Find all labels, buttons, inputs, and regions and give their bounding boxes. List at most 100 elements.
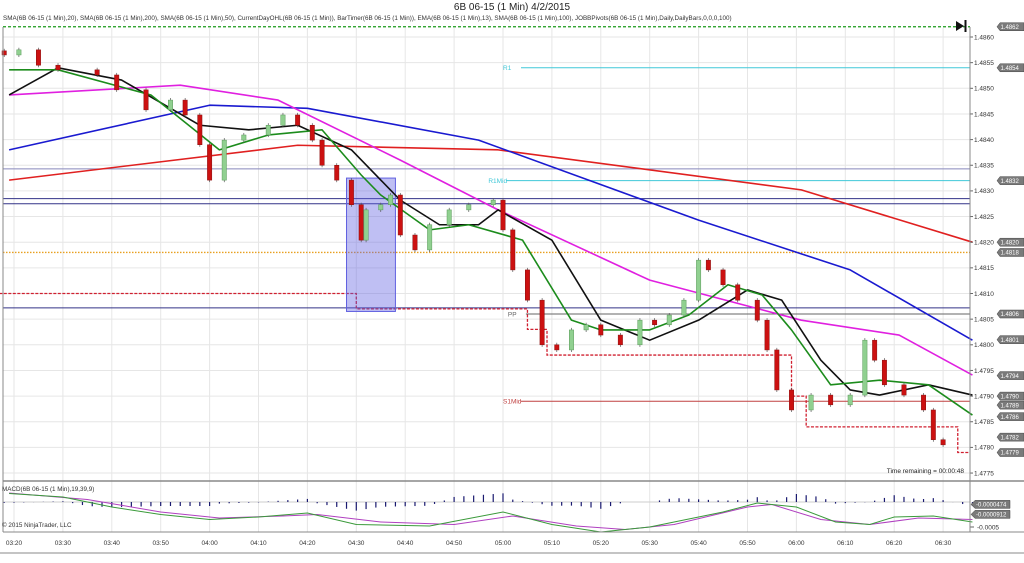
pivot-label: S1Mid (503, 399, 522, 406)
price-marker (996, 309, 1024, 319)
candle-body (348, 179, 354, 206)
candle-body (696, 259, 702, 301)
x-tick-label: 05:00 (495, 540, 512, 547)
y-tick-label: 1.4855 (974, 60, 994, 67)
candle-body (16, 49, 22, 56)
pivot-label: R1Mid (488, 178, 507, 185)
x-tick-label: 04:40 (397, 540, 414, 547)
candle-body (358, 204, 364, 241)
x-tick-label: 03:50 (153, 540, 170, 547)
y-tick-label: 1.4775 (974, 470, 994, 477)
y-tick-label: 1.4810 (974, 291, 994, 298)
y-tick-label: 1.4860 (974, 34, 994, 41)
macd-marker-label: -0.0000474 (976, 503, 1007, 509)
candles (1, 47, 946, 447)
price-marker-label: 1.4794 (1001, 374, 1020, 380)
price-marker-label: 1.4779 (1001, 451, 1020, 457)
y-tick-label: 1.4840 (974, 137, 994, 144)
price-marker (996, 335, 1024, 344)
candle-body (1, 50, 7, 56)
candle-body (637, 319, 643, 346)
candle-body (598, 324, 604, 336)
price-marker-label: 1.4789 (1001, 403, 1020, 409)
candle-body (847, 394, 853, 406)
price-marker-label: 1.4820 (1001, 240, 1020, 246)
price-marker (996, 22, 1024, 31)
candle-body (681, 299, 687, 316)
y-tick-label: 1.4850 (974, 86, 994, 93)
price-marker (996, 237, 1024, 247)
candle-body (388, 194, 393, 206)
price-marker (996, 432, 1024, 442)
price-marker-label: 1.4806 (1001, 312, 1020, 318)
price-marker-label: 1.4862 (1001, 25, 1020, 31)
candle-body (554, 344, 560, 351)
candle-body (510, 229, 516, 271)
candle-body (500, 199, 506, 231)
candle-body (265, 124, 271, 136)
price-marker (996, 176, 1024, 185)
candle-body (862, 339, 868, 396)
candle-body (143, 89, 149, 111)
macd-marker-label: -0.0000912 (976, 513, 1007, 519)
candle-body (295, 114, 301, 126)
y-tick-label: 1.4845 (974, 111, 994, 118)
series-line (8, 104, 973, 341)
macd-line (9, 493, 973, 533)
candle-body (363, 209, 369, 241)
candle-body (197, 114, 203, 145)
candle-body (754, 299, 760, 321)
macd-marker (970, 500, 1011, 509)
candle-body (666, 314, 672, 326)
y-tick-label: 1.4795 (974, 368, 994, 375)
candle-body (569, 329, 574, 351)
candle-body (182, 99, 188, 116)
candle-body (309, 124, 315, 141)
price-marker-label: 1.4818 (1001, 251, 1020, 257)
series-line (8, 66, 973, 396)
price-marker (996, 248, 1024, 257)
macd-marker (970, 510, 1011, 519)
candle-body (881, 359, 887, 386)
candle-body (930, 409, 936, 440)
x-tick-label: 04:50 (446, 540, 463, 547)
price-marker (996, 371, 1024, 380)
x-tick-label: 05:30 (642, 540, 659, 547)
candle-body (427, 224, 433, 251)
skip-to-end-icon (956, 20, 967, 32)
x-tick-label: 05:10 (544, 540, 561, 547)
x-tick-label: 04:10 (250, 540, 267, 547)
candle-body (525, 269, 530, 301)
price-marker (996, 400, 1024, 410)
candle-body (764, 319, 770, 351)
y-tick-label: 1.4790 (974, 393, 994, 400)
candle-body (808, 394, 814, 411)
candle-body (774, 349, 780, 391)
time-axis[interactable]: 03:20 03:30 03:40 03:50 04:00 04:10 04:20 04:30… (6, 540, 952, 547)
bar-timer: Time remaining = 00:00:48 (886, 468, 964, 475)
x-tick-label: 05:40 (690, 540, 707, 547)
candle-body (319, 139, 325, 166)
indicator-lines (8, 66, 973, 416)
candle-body (617, 334, 623, 346)
candle-body (872, 339, 878, 361)
y-tick-label: 1.4780 (974, 445, 994, 452)
candle-body (114, 74, 120, 91)
macd-panel: -0.0005 -0.0000474 -0.0000912 (3, 492, 1011, 533)
candle-body (789, 389, 794, 411)
candle-body (94, 69, 100, 76)
price-marker (996, 412, 1024, 421)
x-tick-label: 03:30 (55, 540, 72, 547)
candle-body (446, 209, 452, 226)
macd-y-tick-label: -0.0005 (977, 524, 999, 531)
candle-body (168, 99, 173, 111)
price-marker (996, 391, 1024, 401)
scroll-to-end-button[interactable] (954, 19, 968, 33)
y-tick-label: 1.4820 (974, 240, 994, 247)
x-tick-label: 05:20 (593, 540, 610, 547)
price-axis[interactable]: 1.4860 1.4855 1.4850 1.4845 1.4840 1.4835 1.48… (970, 22, 1024, 478)
x-tick-label: 06:10 (837, 540, 854, 547)
candle-body (940, 439, 946, 446)
macd-signal-line (9, 492, 973, 531)
